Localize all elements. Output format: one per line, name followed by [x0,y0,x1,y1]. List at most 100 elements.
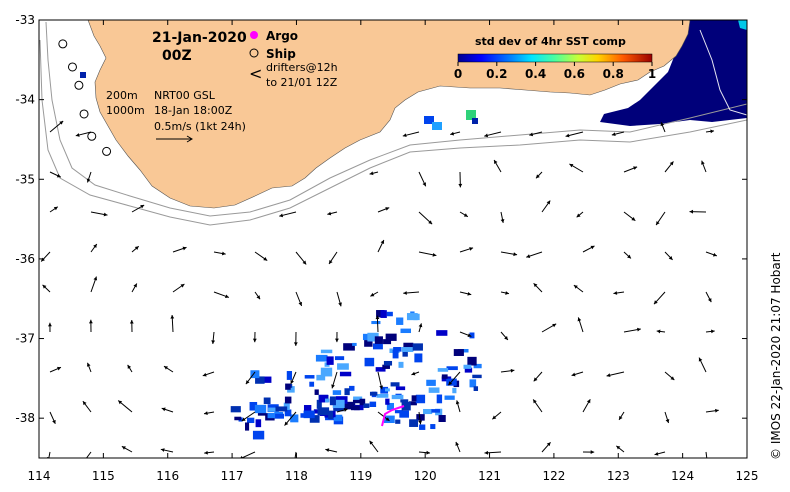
legend-drifters-1: drifters@12h [266,61,338,74]
current-vector-head [533,399,537,404]
sst-patch [287,386,295,393]
sst-patch [314,389,319,395]
sst-patch [472,374,482,379]
current-vector-head [565,133,570,138]
sst-patch [315,354,328,362]
sst-patch [319,394,328,403]
current-source: NRT00 GSL [154,89,216,102]
current-vector-head [656,329,661,334]
current-vector-head [533,377,538,382]
current-vector-head [577,317,582,322]
sst-patch [444,395,455,400]
sst-patch [469,379,477,388]
sst-patch [386,402,395,411]
sst-patch [401,401,411,411]
current-vector-head [327,211,332,216]
colorbar-tick-label: 0.6 [564,67,585,81]
sst-deep-region [600,20,747,126]
lat-tick-label: -33 [15,13,35,27]
ship-position-icon [58,39,68,49]
sst-patch [350,405,360,411]
colorbar-tick-label: 0 [454,67,462,81]
sst-patch [353,396,363,404]
lon-tick-label: 115 [92,469,115,483]
current-vector-head [411,371,416,376]
current-time: 18-Jan 18:00Z [154,104,233,117]
sst-patch [339,371,352,377]
current-vector-head [163,366,168,370]
sst-patch [369,401,377,408]
lat-tick-label: -38 [15,411,35,425]
lon-tick-label: 121 [478,469,501,483]
lat-tick-label: -37 [15,332,35,346]
current-vector-head [467,333,472,337]
sst-patch [473,386,479,391]
current-vector-head [140,205,145,209]
current-vector-head [241,417,246,422]
current-vector-head [711,329,715,334]
current-vector-head [204,411,208,416]
current-vector-head [665,419,670,423]
sst-patch [349,385,355,391]
current-vector-head [224,294,229,299]
current-vector-head [182,246,187,251]
sst-patch [380,310,387,318]
current-vector-head [422,182,426,187]
sst-patch [464,367,473,373]
sst-patch [436,330,448,336]
lon-tick-label: 125 [736,469,759,483]
sst-patch [352,342,357,346]
current-vector-head [669,161,674,166]
sst-patch [385,398,390,405]
current-vector-head [705,459,709,463]
credit-text: © IMOS 22-Jan-2020 21:07 Hobart [769,252,783,460]
current-vector [294,451,297,458]
sst-patch [329,396,336,406]
sst-cyan-patch [738,20,747,30]
current-vector-head [338,302,342,307]
sst-patch [255,376,265,384]
current-vector-head [343,408,348,412]
sst-patch [284,409,292,417]
current-vector-head [484,133,489,138]
sst-patch [320,367,333,377]
current-vector-head [385,207,390,211]
current-vector-head [418,420,423,425]
ship-marker-icon [249,48,259,58]
current-vector-head [370,292,375,297]
legend-argo: Argo [266,29,298,43]
current-vector-head [335,338,339,343]
sst-patch [409,401,417,406]
current-vector-head [455,441,460,446]
colorbar-title: std dev of 4hr SST comp [475,35,626,48]
current-vector-head [118,400,123,405]
sst-patch [268,407,280,412]
sst-patch [303,405,312,414]
sst-patch [453,349,464,356]
sst-patch [438,415,446,422]
current-vector-head [221,251,226,256]
current-vector-head [52,419,56,424]
sst-patch [382,364,390,369]
current-vector-head [93,276,98,281]
current-vector-head [298,301,303,306]
sst-patch [343,401,356,410]
current-vector-head [204,450,208,455]
sst-patch [386,311,393,317]
current-vector-head [701,160,705,165]
current-vector-head [252,338,257,343]
current-vector-head [134,246,139,250]
current-vector-head [82,401,87,406]
current-vector-head [379,385,384,390]
sst-patch [263,397,271,405]
sst-patch [452,387,457,394]
current-vector-head [505,291,510,295]
sst-patch [334,356,345,361]
sst-patch [431,409,440,413]
current-vector-head [93,243,97,248]
sst-patch [376,393,389,398]
lon-tick-label: 114 [28,469,51,483]
current-vector-head [668,256,673,260]
sst-patch [309,381,315,387]
current-vector-head [546,442,551,447]
